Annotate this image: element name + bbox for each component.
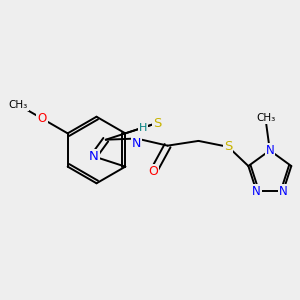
Text: N: N	[252, 185, 261, 198]
Text: N: N	[266, 144, 274, 157]
Text: H: H	[138, 123, 147, 133]
Text: O: O	[37, 112, 46, 125]
Text: N: N	[279, 185, 287, 198]
Text: S: S	[153, 117, 161, 130]
Text: CH₃: CH₃	[256, 113, 276, 123]
Text: CH₃: CH₃	[9, 100, 28, 110]
Text: N: N	[89, 150, 98, 163]
Text: O: O	[148, 165, 158, 178]
Text: N: N	[132, 137, 141, 150]
Text: S: S	[224, 140, 232, 153]
